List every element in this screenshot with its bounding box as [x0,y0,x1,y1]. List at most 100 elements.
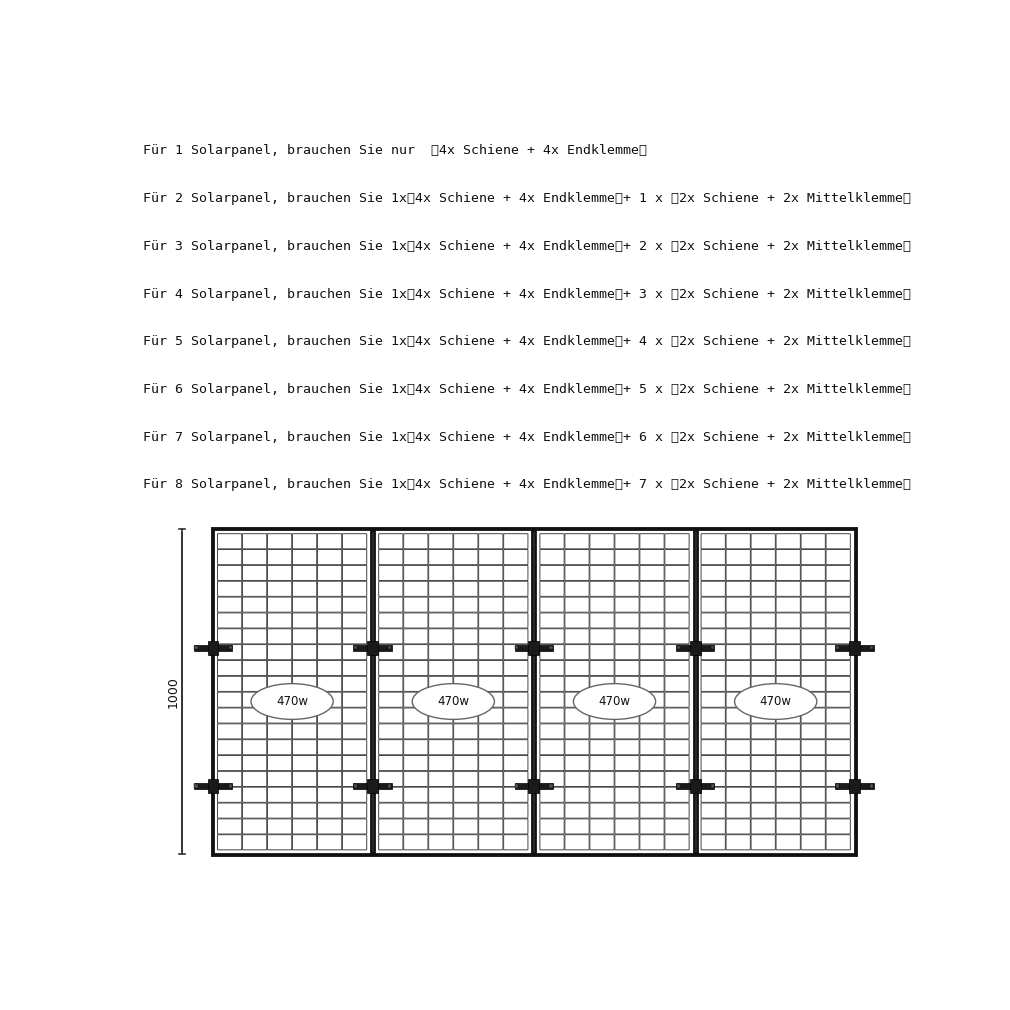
FancyBboxPatch shape [640,613,665,628]
FancyBboxPatch shape [379,772,403,787]
FancyBboxPatch shape [726,533,750,548]
FancyBboxPatch shape [317,613,341,628]
FancyBboxPatch shape [379,629,403,644]
Bar [835,644,849,651]
Bar [354,783,368,789]
FancyBboxPatch shape [217,787,241,802]
FancyBboxPatch shape [293,834,317,849]
FancyBboxPatch shape [701,581,725,596]
FancyBboxPatch shape [801,661,825,676]
FancyBboxPatch shape [504,581,528,596]
FancyBboxPatch shape [776,644,800,660]
FancyBboxPatch shape [751,566,776,581]
FancyBboxPatch shape [268,739,292,754]
FancyBboxPatch shape [826,613,850,628]
FancyBboxPatch shape [801,739,825,754]
FancyBboxPatch shape [590,724,614,739]
FancyBboxPatch shape [293,597,317,612]
FancyBboxPatch shape [640,597,665,612]
FancyBboxPatch shape [801,803,825,818]
FancyBboxPatch shape [428,755,452,771]
Ellipse shape [734,684,817,719]
FancyBboxPatch shape [317,834,341,849]
FancyBboxPatch shape [268,597,292,612]
FancyBboxPatch shape [826,581,850,596]
Bar [218,783,232,789]
FancyBboxPatch shape [701,644,725,660]
Bar [368,641,378,654]
FancyBboxPatch shape [342,819,367,834]
FancyBboxPatch shape [453,772,478,787]
Bar [528,779,539,793]
Bar [218,644,232,651]
FancyBboxPatch shape [242,755,267,771]
FancyBboxPatch shape [268,787,292,802]
Bar [549,646,552,649]
FancyBboxPatch shape [640,581,665,596]
FancyBboxPatch shape [826,566,850,581]
FancyBboxPatch shape [776,533,800,548]
Text: Für 8 Solarpanel, brauchen Sie 1x【4x Schiene + 4x Endklemme】+ 7 x 【2x Schiene + : Für 8 Solarpanel, brauchen Sie 1x【4x Sch… [143,479,911,492]
FancyBboxPatch shape [453,613,478,628]
FancyBboxPatch shape [751,549,776,565]
FancyBboxPatch shape [242,739,267,754]
FancyBboxPatch shape [404,755,428,771]
FancyBboxPatch shape [342,581,367,596]
FancyBboxPatch shape [404,629,428,644]
FancyBboxPatch shape [479,755,503,771]
Text: Für 6 Solarpanel, brauchen Sie 1x【4x Schiene + 4x Endklemme】+ 5 x 【2x Schiene + : Für 6 Solarpanel, brauchen Sie 1x【4x Sch… [143,383,911,396]
FancyBboxPatch shape [268,772,292,787]
FancyBboxPatch shape [776,772,800,787]
Text: Für 2 Solarpanel, brauchen Sie 1x【4x Schiene + 4x Endklemme】+ 1 x 【2x Schiene + : Für 2 Solarpanel, brauchen Sie 1x【4x Sch… [143,192,911,205]
FancyBboxPatch shape [615,549,639,565]
FancyBboxPatch shape [479,692,503,707]
FancyBboxPatch shape [590,581,614,596]
Bar [213,529,854,854]
FancyBboxPatch shape [726,581,750,596]
FancyBboxPatch shape [665,708,689,723]
FancyBboxPatch shape [826,629,850,644]
FancyBboxPatch shape [242,629,267,644]
Bar [208,641,218,654]
Text: 1000: 1000 [167,676,179,708]
FancyBboxPatch shape [565,819,589,834]
Text: 470w: 470w [599,695,630,708]
FancyBboxPatch shape [751,819,776,834]
FancyBboxPatch shape [293,692,317,707]
FancyBboxPatch shape [665,566,689,581]
FancyBboxPatch shape [776,566,800,581]
FancyBboxPatch shape [268,755,292,771]
FancyBboxPatch shape [615,644,639,660]
FancyBboxPatch shape [826,772,850,787]
FancyBboxPatch shape [317,661,341,676]
FancyBboxPatch shape [615,787,639,802]
FancyBboxPatch shape [590,708,614,723]
FancyBboxPatch shape [242,566,267,581]
FancyBboxPatch shape [453,708,478,723]
FancyBboxPatch shape [404,772,428,787]
FancyBboxPatch shape [428,566,452,581]
FancyBboxPatch shape [217,755,241,771]
FancyBboxPatch shape [404,533,428,548]
Text: Für 1 Solarpanel, brauchen Sie nur  【4x Schiene + 4x Endklemme】: Für 1 Solarpanel, brauchen Sie nur 【4x S… [143,144,647,158]
FancyBboxPatch shape [317,566,341,581]
FancyBboxPatch shape [776,739,800,754]
FancyBboxPatch shape [540,803,565,818]
FancyBboxPatch shape [540,644,565,660]
FancyBboxPatch shape [404,549,428,565]
FancyBboxPatch shape [590,819,614,834]
FancyBboxPatch shape [665,787,689,802]
FancyBboxPatch shape [665,613,689,628]
FancyBboxPatch shape [379,644,403,660]
FancyBboxPatch shape [504,629,528,644]
FancyBboxPatch shape [268,661,292,676]
FancyBboxPatch shape [590,692,614,707]
FancyBboxPatch shape [242,677,267,692]
FancyBboxPatch shape [665,834,689,849]
FancyBboxPatch shape [540,661,565,676]
FancyBboxPatch shape [701,533,725,548]
FancyBboxPatch shape [615,597,639,612]
FancyBboxPatch shape [317,708,341,723]
FancyBboxPatch shape [379,566,403,581]
FancyBboxPatch shape [293,661,317,676]
